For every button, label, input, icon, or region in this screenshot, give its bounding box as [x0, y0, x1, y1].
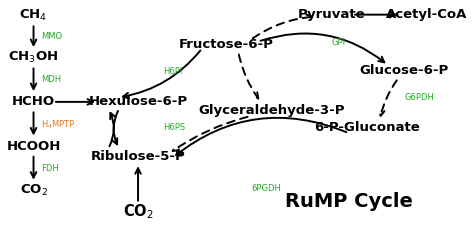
Text: HCHO: HCHO: [12, 95, 55, 108]
Text: CH$_3$OH: CH$_3$OH: [9, 50, 59, 65]
Text: Hexulose-6-P: Hexulose-6-P: [89, 95, 188, 108]
Text: H6PS: H6PS: [163, 123, 185, 132]
Text: CO$_2$: CO$_2$: [19, 183, 47, 198]
Text: Glyceraldehyde-3-P: Glyceraldehyde-3-P: [199, 103, 345, 117]
Text: FDH: FDH: [41, 164, 59, 173]
Text: CH$_4$: CH$_4$: [19, 8, 48, 23]
Text: Ribulose-5-P: Ribulose-5-P: [91, 150, 185, 163]
Text: G6PDH: G6PDH: [405, 93, 435, 102]
Text: MDH: MDH: [41, 75, 62, 84]
Text: H6PI: H6PI: [163, 67, 182, 76]
Text: 6-P-Gluconate: 6-P-Gluconate: [315, 121, 420, 134]
Text: 6PGDH: 6PGDH: [252, 184, 282, 193]
Text: H$_4$MPTP: H$_4$MPTP: [41, 118, 76, 131]
Text: HCOOH: HCOOH: [6, 139, 61, 153]
Text: Pyruvate: Pyruvate: [297, 8, 365, 21]
Text: Glucose-6-P: Glucose-6-P: [359, 64, 448, 77]
Text: Acetyl-CoA: Acetyl-CoA: [386, 8, 467, 21]
Text: Fructose-6-P: Fructose-6-P: [179, 38, 274, 51]
Text: GPI: GPI: [331, 38, 345, 47]
Text: CO$_2$: CO$_2$: [123, 202, 154, 221]
Text: RuMP Cycle: RuMP Cycle: [285, 192, 413, 211]
Text: MMO: MMO: [41, 32, 63, 40]
